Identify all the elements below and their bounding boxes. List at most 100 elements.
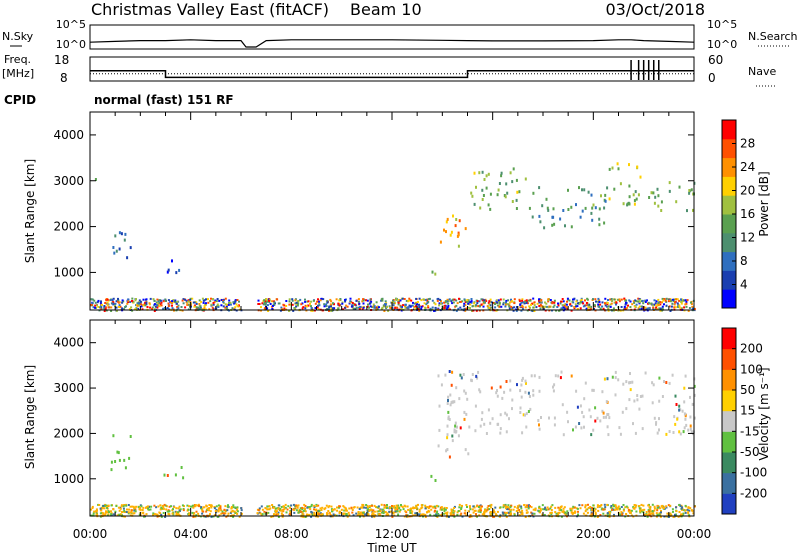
ground-cell xyxy=(110,510,112,513)
echo-cell xyxy=(519,406,522,410)
ground-cell xyxy=(469,301,472,304)
ground-cell xyxy=(478,300,481,303)
ground-cell xyxy=(407,300,410,302)
ground-cell xyxy=(550,511,553,514)
echo-cell xyxy=(564,224,566,228)
ground-cell xyxy=(433,505,436,508)
colorbar-swatch xyxy=(722,431,736,453)
ground-cell xyxy=(460,506,463,509)
ground-cell xyxy=(189,297,192,300)
echo-cell xyxy=(467,452,470,456)
ground-cell xyxy=(344,306,347,309)
echo-cell xyxy=(655,422,657,426)
ground-cell xyxy=(507,511,510,514)
ground-cell xyxy=(434,303,437,306)
ground-cell xyxy=(117,297,119,300)
ground-cell xyxy=(266,508,269,511)
ground-cell xyxy=(513,298,516,301)
ground-cell xyxy=(139,300,142,303)
ground-cell xyxy=(395,297,398,300)
ground-cell xyxy=(167,305,170,308)
ground-cell xyxy=(215,300,218,303)
ground-cell xyxy=(549,299,552,301)
echo-cell xyxy=(674,394,677,398)
echo-cell xyxy=(479,424,482,428)
colorbar-tick-label: -200 xyxy=(740,486,767,500)
echo-cell xyxy=(476,376,479,380)
ground-cell xyxy=(609,510,612,513)
echo-cell xyxy=(591,388,594,392)
ground-cell xyxy=(420,504,423,507)
echo-cell xyxy=(668,430,671,433)
ground-cell xyxy=(357,306,360,309)
ground-cell xyxy=(264,507,267,510)
ground-cell xyxy=(356,514,359,517)
ground-cell xyxy=(620,298,623,301)
ground-cell xyxy=(562,510,565,513)
ground-cell xyxy=(496,510,499,513)
echo-cell xyxy=(431,270,434,274)
ground-cell xyxy=(475,309,478,312)
ground-cell xyxy=(505,507,507,510)
ground-cell xyxy=(680,300,683,303)
ground-cell xyxy=(271,504,274,506)
ground-cell xyxy=(236,508,239,511)
ground-cell xyxy=(341,301,344,304)
ground-cell xyxy=(538,301,541,304)
ground-cell xyxy=(310,515,313,518)
ground-cell xyxy=(176,512,179,515)
echo-cell xyxy=(505,430,508,434)
echo-cell xyxy=(628,398,631,402)
ground-cell xyxy=(572,301,575,304)
ground-cell xyxy=(547,298,550,301)
ground-cell xyxy=(158,301,161,304)
ground-cell xyxy=(531,302,534,305)
ground-cell xyxy=(290,504,293,507)
echo-cell xyxy=(639,395,642,398)
echo-cell xyxy=(482,194,485,197)
ground-cell xyxy=(219,507,222,510)
ground-cell xyxy=(175,302,178,305)
ground-cell xyxy=(317,504,320,507)
ground-cell xyxy=(586,511,589,514)
ground-cell xyxy=(456,302,459,305)
ground-cell xyxy=(192,515,195,518)
ground-cell xyxy=(313,299,315,302)
ground-cell xyxy=(171,304,173,307)
ground-cell xyxy=(680,507,683,510)
ground-cell xyxy=(234,306,237,309)
ground-cell xyxy=(346,515,349,518)
echo-cell xyxy=(455,386,458,390)
ground-cell xyxy=(301,511,304,514)
ground-cell xyxy=(274,507,277,510)
ground-cell xyxy=(313,511,316,514)
ground-cell xyxy=(446,300,449,303)
ground-cell xyxy=(463,302,466,305)
ground-cell xyxy=(584,510,587,513)
ground-cell xyxy=(218,507,220,510)
ground-cell xyxy=(355,306,358,309)
ground-cell xyxy=(318,509,321,512)
ground-cell xyxy=(130,514,133,517)
echo-cell xyxy=(453,428,456,432)
echo-cell xyxy=(527,391,530,395)
ground-cell xyxy=(648,307,651,310)
ground-cell xyxy=(317,304,320,307)
ground-cell xyxy=(510,504,513,507)
echo-cell xyxy=(527,410,530,413)
ground-cell xyxy=(177,511,179,514)
ground-cell xyxy=(110,310,113,312)
ground-cell xyxy=(213,301,216,304)
ground-cell xyxy=(175,511,178,514)
echo-cell xyxy=(500,171,503,175)
ground-cell xyxy=(413,308,416,311)
ground-cell xyxy=(213,507,216,510)
ground-cell xyxy=(521,304,524,307)
echo-cell xyxy=(581,209,584,213)
ground-cell xyxy=(426,506,429,508)
ground-cell xyxy=(197,307,200,310)
echo-cell xyxy=(684,417,687,421)
ground-cell xyxy=(267,298,270,301)
ground-cell xyxy=(451,509,454,512)
ground-cell xyxy=(357,298,360,301)
